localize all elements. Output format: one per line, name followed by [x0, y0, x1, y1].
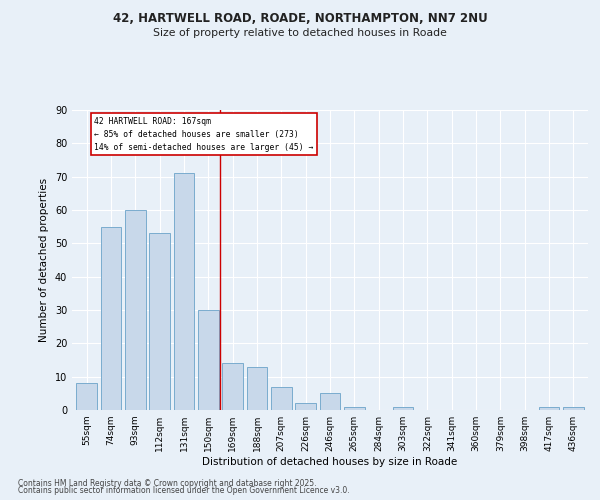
Bar	[271, 386, 292, 410]
Bar	[320, 394, 340, 410]
Bar	[125, 210, 146, 410]
Text: Contains HM Land Registry data © Crown copyright and database right 2025.: Contains HM Land Registry data © Crown c…	[18, 478, 317, 488]
Bar	[563, 406, 584, 410]
Text: 42 HARTWELL ROAD: 167sqm
← 85% of detached houses are smaller (273)
14% of semi-: 42 HARTWELL ROAD: 167sqm ← 85% of detach…	[94, 116, 313, 152]
Bar	[149, 234, 170, 410]
Text: Contains public sector information licensed under the Open Government Licence v3: Contains public sector information licen…	[18, 486, 350, 495]
Bar	[247, 366, 268, 410]
Bar	[539, 406, 559, 410]
Bar	[344, 406, 365, 410]
Text: 42, HARTWELL ROAD, ROADE, NORTHAMPTON, NN7 2NU: 42, HARTWELL ROAD, ROADE, NORTHAMPTON, N…	[113, 12, 487, 26]
Bar	[173, 174, 194, 410]
Bar	[101, 226, 121, 410]
Bar	[222, 364, 243, 410]
Text: Size of property relative to detached houses in Roade: Size of property relative to detached ho…	[153, 28, 447, 38]
X-axis label: Distribution of detached houses by size in Roade: Distribution of detached houses by size …	[202, 457, 458, 467]
Bar	[76, 384, 97, 410]
Bar	[295, 404, 316, 410]
Bar	[392, 406, 413, 410]
Y-axis label: Number of detached properties: Number of detached properties	[39, 178, 49, 342]
Bar	[198, 310, 218, 410]
